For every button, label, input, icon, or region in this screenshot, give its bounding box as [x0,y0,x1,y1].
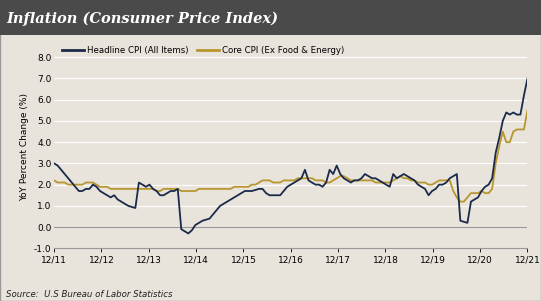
Core CPI (Ex Food & Energy) [464,196,471,199]
Core CPI (Ex Food & Energy) [457,200,464,203]
Core CPI (Ex Food & Energy) [524,109,531,112]
Legend: Headline CPI (All Items), Core CPI (Ex Food & Energy): Headline CPI (All Items), Core CPI (Ex F… [59,43,348,58]
Headline CPI (All Items) [185,232,192,235]
Headline CPI (All Items) [496,136,503,140]
Headline CPI (All Items) [160,194,167,197]
Text: Source:  U.S Bureau of Labor Statistics: Source: U.S Bureau of Labor Statistics [6,290,173,299]
Core CPI (Ex Food & Energy) [496,144,503,148]
Core CPI (Ex Food & Energy) [160,187,167,191]
Headline CPI (All Items) [305,178,312,182]
Headline CPI (All Items) [464,221,471,225]
Core CPI (Ex Food & Energy) [302,176,308,180]
Text: Inflation (Consumer Price Index): Inflation (Consumer Price Index) [6,12,279,26]
Line: Headline CPI (All Items): Headline CPI (All Items) [54,79,527,234]
Core CPI (Ex Food & Energy) [51,178,57,182]
Headline CPI (All Items) [323,181,329,184]
Line: Core CPI (Ex Food & Energy): Core CPI (Ex Food & Energy) [54,110,527,202]
Core CPI (Ex Food & Energy) [390,178,397,182]
Core CPI (Ex Food & Energy) [319,178,326,182]
Headline CPI (All Items) [524,77,531,80]
Y-axis label: YoY Percent Change (%): YoY Percent Change (%) [21,94,30,201]
Headline CPI (All Items) [51,162,57,165]
Headline CPI (All Items) [393,176,400,180]
